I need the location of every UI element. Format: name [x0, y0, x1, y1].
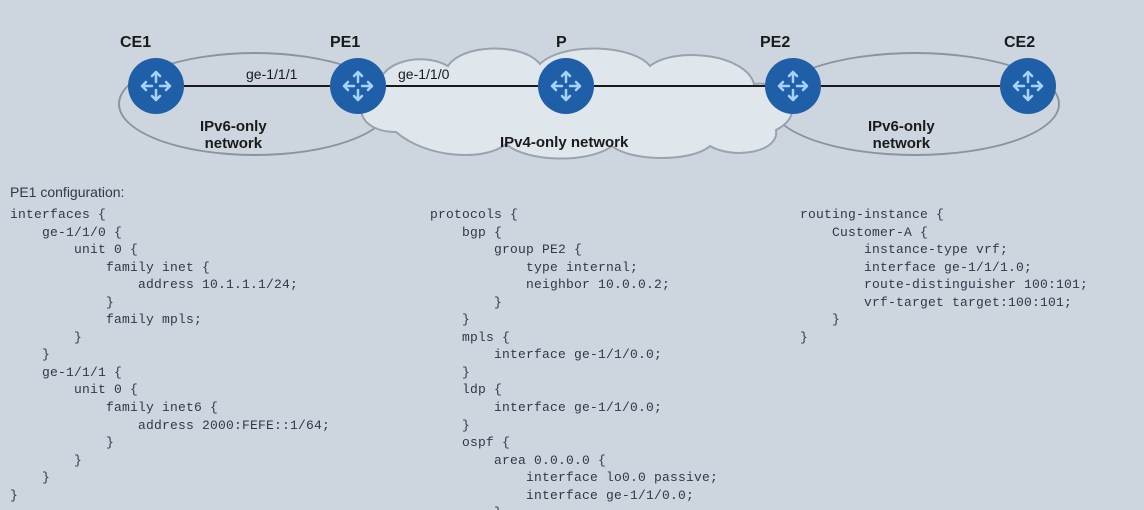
- node-label-ce1: CE1: [120, 34, 151, 52]
- node-pe2: [765, 58, 821, 114]
- config-routing-instance: routing-instance { Customer-A { instance…: [800, 206, 1130, 346]
- net-label-left: IPv6-only network: [200, 118, 267, 153]
- node-label-p: P: [556, 34, 567, 52]
- node-label-ce2: CE2: [1004, 34, 1035, 52]
- net-label-right: IPv6-only network: [868, 118, 935, 153]
- config-columns: interfaces { ge-1/1/0 { unit 0 { family …: [0, 206, 1144, 510]
- node-p: [538, 58, 594, 114]
- node-pe1: [330, 58, 386, 114]
- edge-pe1-p: [386, 85, 538, 87]
- edge-label-ce1-pe1: ge-1/1/1: [246, 66, 297, 82]
- node-ce2: [1000, 58, 1056, 114]
- node-label-pe1: PE1: [330, 34, 360, 52]
- edge-label-pe1-p: ge-1/1/0: [398, 66, 449, 82]
- network-diagram: ge-1/1/1 ge-1/1/0 CE1 PE1 P PE2 CE2 IPv6…: [0, 0, 1144, 180]
- node-label-pe2: PE2: [760, 34, 790, 52]
- edge-pe2-ce2: [821, 85, 1000, 87]
- config-title: PE1 configuration:: [10, 184, 1144, 200]
- node-ce1: [128, 58, 184, 114]
- config-protocols: protocols { bgp { group PE2 { type inter…: [430, 206, 800, 510]
- edge-p-pe2: [594, 85, 765, 87]
- config-interfaces: interfaces { ge-1/1/0 { unit 0 { family …: [10, 206, 430, 504]
- edge-ce1-pe1: [184, 85, 330, 87]
- net-label-middle: IPv4-only network: [500, 134, 628, 151]
